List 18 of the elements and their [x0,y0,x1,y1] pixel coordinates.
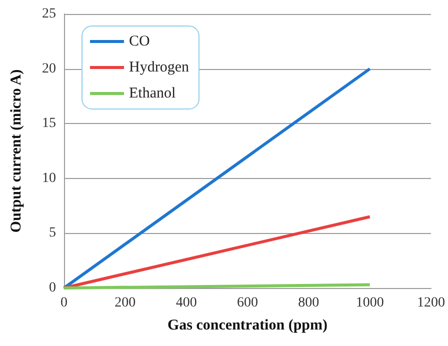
y-tick-label: 20 [42,61,56,76]
y-tick-label: 15 [42,116,56,132]
x-tick-label: 800 [298,296,320,310]
x-tick-label: 400 [176,296,197,310]
legend-label: Hydrogen [129,60,190,76]
x-tick-label: 200 [114,296,136,310]
y-tick-label: 25 [42,6,56,22]
y-tick-label: 5 [49,226,56,241]
legend-label: CO [129,34,150,50]
legend-label: Ethanol [129,86,176,102]
y-axis-title: Output current (micro A) [8,69,24,233]
x-tick-label: 1200 [417,296,445,310]
y-tick-label: 10 [42,170,56,186]
y-tick-label: 0 [49,280,56,296]
x-tick-label: 600 [237,296,258,310]
x-tick-label: 1000 [356,296,384,310]
x-axis-title: Gas concentration (ppm) [168,318,328,334]
x-tick-label: 0 [60,296,68,310]
